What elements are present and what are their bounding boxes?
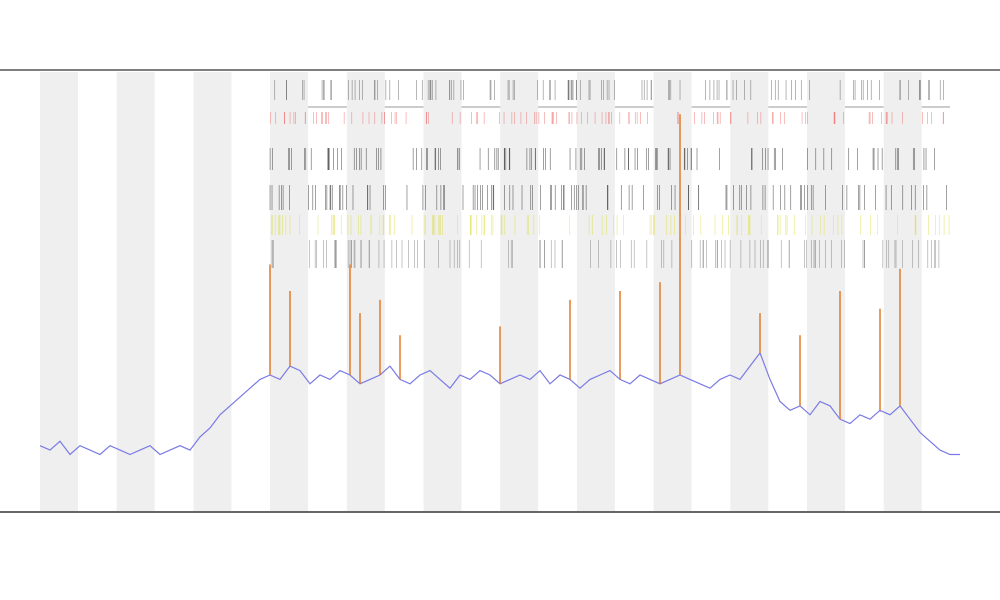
day-bands — [40, 72, 922, 511]
band — [423, 72, 462, 511]
band — [576, 72, 615, 511]
plot — [39, 114, 960, 456]
annotation-rows — [269, 80, 950, 268]
band — [730, 72, 769, 511]
band — [193, 72, 232, 511]
band — [500, 72, 539, 511]
band — [346, 72, 385, 511]
band — [40, 72, 78, 511]
band — [807, 72, 845, 511]
band — [116, 72, 155, 511]
band — [883, 72, 922, 511]
band — [270, 72, 309, 511]
